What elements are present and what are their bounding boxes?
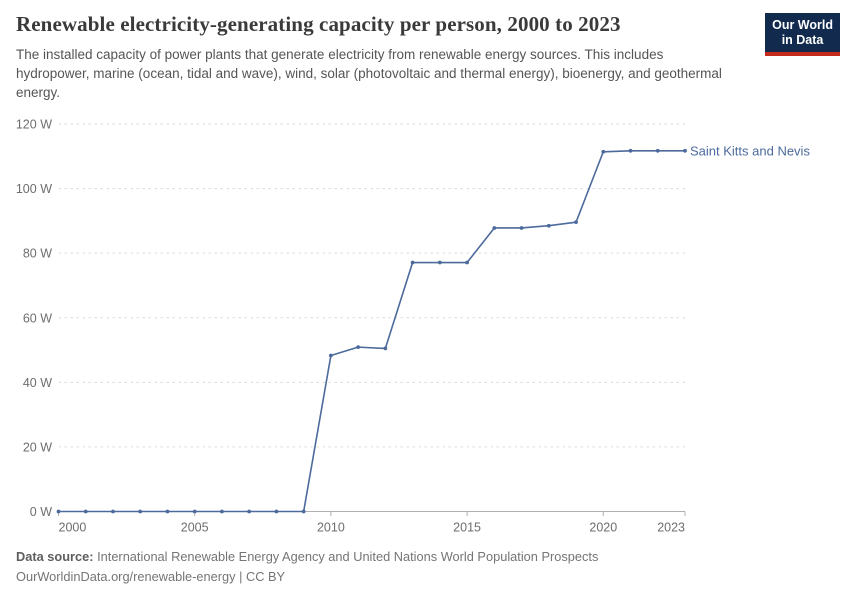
data-point[interactable] (192, 509, 197, 514)
y-tick-label: 20 W (23, 440, 52, 454)
data-point[interactable] (247, 509, 252, 514)
x-tick-label: 2010 (317, 521, 345, 535)
chart-canvas[interactable]: 0 W 20 W 40 W 60 W 80 W 100 W 120 W 2000 2005 201… (0, 110, 850, 545)
data-point[interactable] (683, 148, 687, 153)
data-point[interactable] (465, 260, 469, 265)
y-tick-label: 80 W (23, 247, 52, 261)
data-point[interactable] (111, 509, 115, 514)
data-point[interactable] (138, 509, 143, 514)
data-point[interactable] (328, 353, 333, 358)
x-tick-label: 2020 (589, 521, 617, 535)
data-point[interactable] (165, 509, 170, 514)
data-point[interactable] (655, 148, 660, 153)
y-tick-label: 120 W (16, 118, 52, 132)
data-point[interactable] (83, 509, 88, 514)
data-point[interactable] (220, 509, 224, 514)
data-point[interactable] (519, 226, 524, 230)
series-line (58, 150, 685, 513)
chart-subtitle: The installed capacity of power plants t… (16, 47, 722, 101)
x-tick-label: 2015 (453, 521, 481, 535)
data-point[interactable] (437, 260, 442, 265)
credit-line[interactable]: OurWorldinData.org/renewable-energy | CC… (16, 568, 286, 584)
data-source-text: International Renewable Energy Agency an… (93, 549, 599, 564)
data-point[interactable] (410, 260, 415, 265)
data-source-line: Data source: International Renewable Ene… (16, 547, 598, 567)
data-point[interactable] (601, 149, 606, 154)
owid-logo-line1: Our World (772, 18, 833, 32)
data-point[interactable] (56, 509, 61, 514)
series-end-label[interactable]: Saint Kitts and Nevis (690, 143, 810, 158)
data-point[interactable] (383, 346, 388, 351)
y-tick-label: 100 W (16, 182, 52, 196)
owid-logo-line2: in Data (781, 33, 824, 48)
data-point[interactable] (492, 226, 497, 230)
x-tick-label: 2005 (181, 521, 209, 535)
y-tick-label: 60 W (23, 311, 52, 325)
data-point[interactable] (628, 148, 633, 153)
data-point[interactable] (574, 220, 578, 225)
data-point[interactable] (301, 509, 306, 514)
x-tick-label: 2000 (59, 521, 87, 535)
data-point[interactable] (546, 223, 551, 228)
y-tick-label: 0 W (30, 505, 52, 519)
chart-title: Renewable electricity-generating capacit… (16, 12, 621, 36)
data-point[interactable] (356, 345, 361, 350)
data-source-label: Data source: (16, 549, 94, 564)
chart-header: Renewable electricity-generating capacit… (16, 12, 761, 102)
owid-logo[interactable]: Our World in Data (765, 13, 840, 56)
data-point[interactable] (274, 509, 279, 514)
y-tick-label: 40 W (23, 376, 52, 390)
x-tick-label: 2023 (657, 521, 685, 535)
chart-footer: Data source: International Renewable Ene… (16, 547, 598, 587)
